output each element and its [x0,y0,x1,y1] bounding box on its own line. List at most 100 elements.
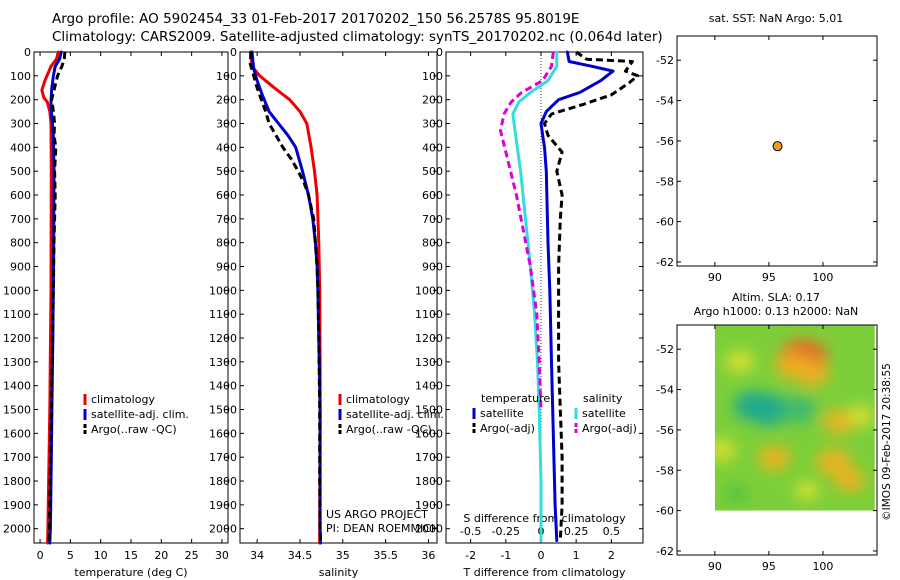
sla-heatmap-cell [815,448,852,476]
salinity-xtick-label: 36 [421,549,435,562]
temperature-ytick-label: 0 [24,46,31,59]
sst-map-ytick-label: -62 [656,256,674,269]
difference-ytick-label: 1600 [415,427,443,440]
difference-ytick-label: 1800 [415,475,443,488]
sla-map-title-line1: Altim. SLA: 0.17 [731,291,821,304]
salinity-xtick-label: 35 [336,549,350,562]
sla-heatmap-cell [794,480,820,501]
sla-heatmap-cell [794,359,830,387]
chart-title-line2: Climatology: CARS2009. Satellite-adjuste… [52,29,663,45]
sla-map-xtick-label: 95 [762,560,776,573]
sla-map-ytick-label: -60 [656,505,674,518]
difference-ytick-label: 1000 [415,284,443,297]
temperature-ytick-label: 1500 [3,404,31,417]
difference-s-xtick-label: 0.5 [603,525,621,538]
temperature-ytick-label: 1800 [3,475,31,488]
difference-s-xtick-label: 0.25 [564,525,589,538]
difference-ytick-label: 1400 [415,380,443,393]
sla-heatmap-cell [747,393,791,427]
difference-series-line [499,51,555,410]
salinity-ytick-label: 300 [216,118,237,131]
salinity-axes-frame [239,51,438,544]
sst-map-frame [676,35,878,267]
temperature-ytick-label: 500 [10,165,31,178]
temperature-xtick-label: 0 [37,549,44,562]
temperature-ytick-label: 400 [10,141,31,154]
temperature-ytick-label: 1600 [3,427,31,440]
temperature-xtick-label: 20 [154,549,168,562]
salinity-ytick-label: 1800 [209,475,237,488]
temperature-ytick-label: 1100 [3,308,31,321]
salinity-ytick-label: 1600 [209,427,237,440]
temperature-ytick-label: 100 [10,70,31,83]
difference-ytick-label: 700 [422,213,443,226]
temperature-xtick-label: 15 [124,549,138,562]
imos-stamp: ©IMOS 09-Feb-2017 20:38:55 [881,363,893,521]
salinity-legend-label: climatology [346,393,410,406]
sla-heatmap [714,325,875,511]
sst-map-ytick-label: -54 [656,95,674,108]
salinity-ytick-label: 1900 [209,499,237,512]
difference-legend-t-label: satellite [480,407,524,420]
salinity-ytick-label: 2000 [209,523,237,536]
difference-ytick-label: 900 [422,261,443,274]
sst-map-xtick-label: 100 [812,271,833,284]
temperature-series-line [47,51,67,541]
temperature-ytick-label: 700 [10,213,31,226]
difference-legend-t-label: Argo(-adj) [480,422,535,435]
temperature-ytick-label: 600 [10,189,31,202]
temperature-legend-label: Argo(..raw -QC) [91,423,177,436]
sla-map-xtick-label: 100 [812,560,833,573]
difference-s-xlabel: S difference from climatology [463,512,626,525]
sla-heatmap-cell [714,438,737,462]
salinity-ytick-label: 1300 [209,356,237,369]
temperature-ytick-label: 300 [10,118,31,131]
difference-xtick-label: -1 [500,549,511,562]
difference-xtick-label: 0 [537,549,544,562]
salinity-legend-label: Argo(..raw -QC) [346,423,432,436]
difference-ytick-label: 1200 [415,332,443,345]
salinity-xtick-label: 34 [250,549,264,562]
sla-heatmap-cell [757,445,791,471]
temperature-ytick-label: 1000 [3,284,31,297]
difference-legend-heading: salinity [583,392,623,405]
difference-xtick-label: -2 [465,549,476,562]
difference-ytick-label: 1700 [415,451,443,464]
temperature-ytick-label: 900 [10,261,31,274]
salinity-ytick-label: 0 [230,46,237,59]
difference-ytick-label: 2000 [415,523,443,536]
temperature-xtick-label: 10 [94,549,108,562]
salinity-ytick-label: 700 [216,213,237,226]
sla-map-ytick-label: -54 [656,384,674,397]
salinity-xlabel: salinity [319,566,359,579]
sst-map-ytick-label: -52 [656,54,674,67]
salinity-series-line [248,51,322,541]
salinity-ytick-label: 100 [216,70,237,83]
difference-legend-heading: temperature [481,392,550,405]
difference-ytick-label: 1300 [415,356,443,369]
sla-heatmap-cell [723,484,749,505]
salinity-ytick-label: 500 [216,165,237,178]
difference-s-xtick-label: -0.5 [460,525,481,538]
salinity-series-line [250,50,322,545]
difference-legend-s-label: satellite [582,407,626,420]
sst-map-ytick-label: -58 [656,175,674,188]
temperature-xtick-label: 5 [67,549,74,562]
difference-ytick-label: 1900 [415,499,443,512]
temperature-xtick-label: 30 [215,549,229,562]
difference-ytick-label: 300 [422,118,443,131]
salinity-ytick-label: 1400 [209,380,237,393]
sst-map-xtick-label: 90 [708,271,722,284]
sst-map-ytick-label: -60 [656,216,674,229]
salinity-ytick-label: 1100 [209,308,237,321]
difference-ytick-label: 1500 [415,404,443,417]
temperature-legend-label: climatology [91,393,155,406]
temperature-ytick-label: 1700 [3,451,31,464]
difference-xlabel: T difference from climatology [463,566,626,579]
difference-series-line [539,50,615,543]
difference-series-line [543,50,640,541]
credit-pi: PI: DEAN ROEMMICH [326,522,439,535]
difference-ytick-label: 100 [422,70,443,83]
sla-heatmap-cell [781,396,817,424]
